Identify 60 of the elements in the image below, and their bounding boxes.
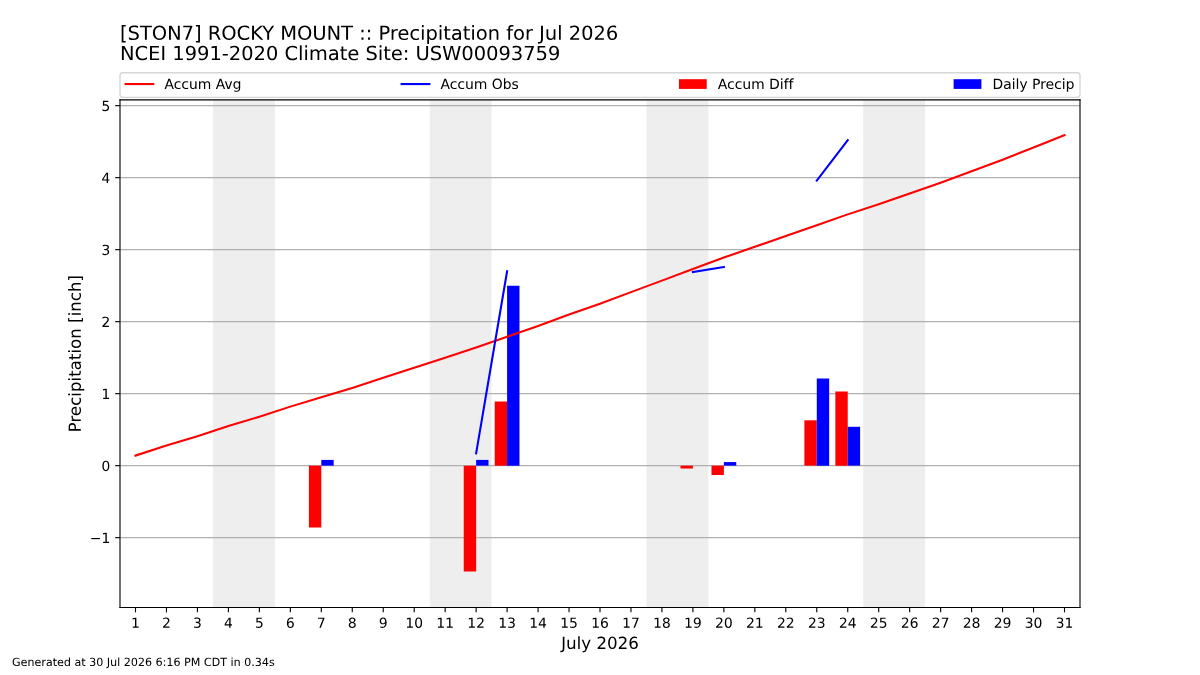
- x-tick-label: 7: [318, 617, 325, 628]
- bar: [680, 465, 693, 469]
- x-tick-label: 30: [1025, 617, 1042, 628]
- x-tick-label: 2: [163, 617, 170, 628]
- x-tick-label: 24: [839, 617, 856, 628]
- x-axis-title: July 2026: [560, 636, 638, 653]
- x-tick-label: 10: [406, 617, 423, 628]
- x-tick-label: 4: [224, 617, 233, 628]
- x-tick-label: 11: [437, 617, 453, 628]
- x-tick-label: 31: [1056, 617, 1073, 628]
- x-tick-label: 21: [747, 617, 763, 628]
- x-tick-label: 14: [530, 617, 547, 628]
- legend-label: Accum Avg: [164, 78, 241, 92]
- text: Generated at 30 Jul 2026 6:16 PM CDT in 0.34s: [12, 657, 275, 669]
- legend-label: Accum Diff: [717, 78, 794, 90]
- line-series: [134, 134, 1066, 457]
- x-tick-label: 18: [654, 617, 670, 628]
- y-tick-label: 4: [102, 172, 110, 183]
- y-tick-label: 0: [102, 460, 110, 472]
- x-tick-label: 1: [132, 617, 139, 628]
- x-tick-label: 8: [348, 617, 356, 628]
- bar: [463, 465, 477, 572]
- bar: [494, 401, 508, 466]
- x-tick-label: 26: [901, 617, 918, 628]
- x-tick-label: 28: [963, 617, 980, 628]
- bar: [476, 459, 489, 466]
- x-tick-label: 29: [994, 617, 1011, 628]
- bar: [804, 420, 817, 466]
- x-tick-label: 6: [286, 617, 294, 628]
- x-tick-label: 22: [777, 617, 794, 628]
- bar: [847, 426, 861, 466]
- x-tick-label: 27: [932, 617, 949, 628]
- legend-label: Daily Precip: [993, 78, 1074, 92]
- bar: [816, 378, 830, 466]
- x-tick-label: 15: [561, 617, 577, 628]
- x-tick-label: 23: [808, 617, 825, 628]
- y-tick-label: 3: [102, 244, 110, 256]
- bar: [711, 465, 724, 476]
- y-tick-label: −1: [91, 532, 109, 543]
- y-axis-title: Precipitation [inch]: [68, 276, 85, 431]
- x-tick-label: 16: [592, 617, 608, 628]
- bar: [835, 391, 848, 466]
- x-tick-label: 19: [685, 617, 701, 628]
- bar: [321, 459, 334, 466]
- x-tick-label: 20: [716, 617, 732, 628]
- x-tick-label: 25: [870, 617, 887, 628]
- chart-subtitle: NCEI 1991-2020 Climate Site: USW00093759: [121, 45, 559, 61]
- bar: [723, 462, 737, 466]
- bar: [308, 465, 322, 528]
- x-tick-label: 5: [256, 617, 263, 628]
- y-tick-label: 2: [102, 316, 109, 327]
- y-tick-label: 1: [102, 388, 109, 399]
- x-tick-label: 17: [623, 617, 639, 628]
- chart-title: [STON7] ROCKY MOUNT :: Precipitation for Jul 2026: [121, 25, 618, 44]
- x-tick-label: 13: [499, 617, 515, 628]
- x-tick-label: 3: [194, 617, 201, 628]
- y-tick-label: 5: [102, 100, 110, 112]
- legend-label: Accum Obs: [440, 78, 519, 90]
- x-tick-label: 9: [379, 617, 387, 628]
- x-tick-label: 12: [468, 617, 484, 628]
